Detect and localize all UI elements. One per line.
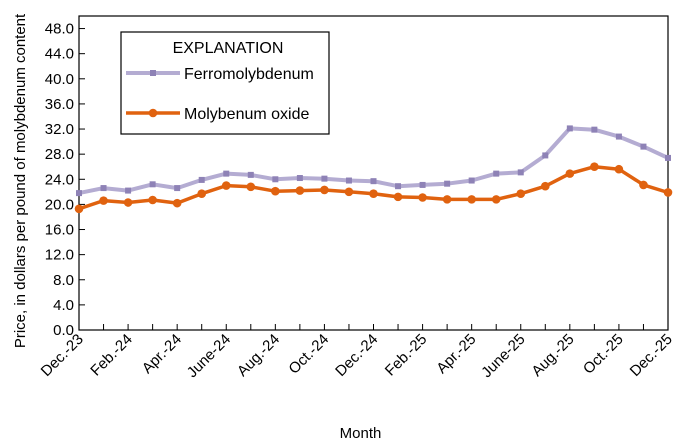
x-tick-label: Oct.-25	[580, 331, 627, 378]
data-point	[516, 189, 526, 199]
data-point	[295, 186, 305, 195]
data-point	[614, 164, 624, 174]
data-point	[223, 170, 230, 177]
legend-label: Ferromolybdenum	[184, 66, 314, 83]
x-tick-label: Feb.-25	[382, 331, 431, 380]
x-tick-label: Dec.-24	[332, 331, 381, 380]
data-point	[468, 177, 475, 184]
data-point	[198, 176, 205, 183]
data-point	[444, 180, 451, 187]
data-point	[149, 181, 156, 188]
data-point	[565, 169, 575, 178]
data-point	[491, 195, 501, 204]
data-point	[369, 189, 378, 199]
y-tick-label: 32.0	[45, 121, 74, 138]
data-point	[197, 189, 207, 199]
data-point	[517, 169, 524, 176]
y-tick-label: 48.0	[45, 21, 74, 38]
data-point	[296, 175, 303, 182]
x-tick-label: Apr.-25	[433, 331, 479, 377]
data-point	[125, 187, 132, 194]
x-tick-label: Aug.-24	[234, 331, 283, 380]
legend-marker	[148, 108, 158, 118]
data-point	[174, 185, 181, 192]
data-point	[542, 152, 549, 159]
data-point	[467, 195, 476, 204]
data-point	[74, 204, 84, 214]
y-tick-label: 28.0	[45, 146, 74, 163]
y-tick-label: 20.0	[45, 196, 74, 213]
data-point	[665, 154, 671, 161]
x-tick-label: Feb.-24	[87, 331, 136, 380]
data-point	[271, 186, 280, 196]
x-tick-label: Aug.-25	[528, 331, 577, 380]
data-point	[172, 198, 182, 208]
x-tick-label: Dec.-25	[627, 331, 676, 380]
data-point	[540, 181, 550, 191]
y-tick-label: 4.0	[53, 297, 74, 314]
data-point	[566, 125, 573, 132]
data-point	[320, 185, 329, 195]
data-point	[615, 133, 622, 140]
data-point	[639, 180, 648, 190]
data-point	[99, 196, 108, 205]
legend-label: Molybenum oxide	[184, 106, 310, 123]
y-tick-label: 12.0	[45, 247, 74, 264]
y-tick-label: 16.0	[45, 222, 74, 239]
data-point	[591, 126, 598, 133]
x-tick-label: June-25	[478, 331, 528, 381]
x-tick-label: Apr.-24	[139, 331, 185, 377]
data-point	[76, 190, 82, 197]
data-point	[221, 181, 231, 190]
data-point	[272, 176, 279, 183]
legend-box	[120, 31, 330, 135]
data-point	[321, 175, 328, 182]
legend: EXPLANATION Ferromolybdenum Molybenum oxid…	[120, 31, 330, 135]
y-tick-label: 44.0	[45, 46, 74, 63]
y-axis-title: Price, in dollars per pound of molybdenu…	[12, 13, 29, 348]
data-point	[442, 195, 452, 204]
series-2	[74, 162, 673, 214]
series-layer	[74, 125, 673, 214]
y-axis-ticks: 0.0 4.0 8.0 12.0 16.0 20.0 24.0 28.0 32.0 36.0 40.…	[45, 21, 85, 339]
data-point	[590, 162, 599, 172]
y-tick-label: 36.0	[45, 96, 74, 113]
data-point	[123, 198, 133, 207]
data-point	[246, 182, 256, 192]
legend-marker	[150, 70, 156, 76]
x-tick-label: Oct.-24	[285, 331, 332, 378]
data-point	[640, 143, 647, 150]
legend-title: EXPLANATION	[173, 40, 284, 57]
data-point	[493, 170, 500, 177]
series-1	[76, 125, 671, 197]
y-tick-label: 8.0	[53, 272, 74, 289]
y-tick-label: 40.0	[45, 71, 74, 88]
data-point	[663, 188, 673, 197]
y-tick-label: 0.0	[53, 322, 74, 339]
x-axis-title: Month	[340, 425, 382, 442]
data-point	[247, 171, 254, 178]
data-point	[393, 192, 403, 202]
data-point	[418, 193, 427, 202]
y-tick-label: 24.0	[45, 171, 74, 188]
data-point	[370, 178, 377, 185]
data-point	[148, 195, 157, 205]
data-point	[100, 185, 107, 192]
data-point	[344, 187, 354, 197]
data-point	[345, 177, 352, 184]
data-point	[395, 183, 402, 190]
data-point	[419, 181, 426, 188]
x-tick-label: June-24	[184, 331, 234, 381]
